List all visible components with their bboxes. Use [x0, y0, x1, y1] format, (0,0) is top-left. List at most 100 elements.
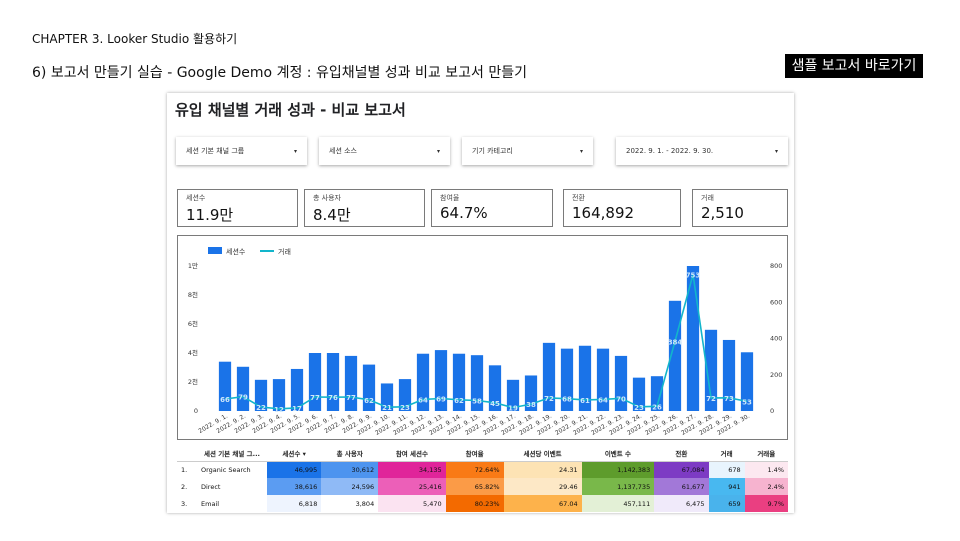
bar-sessions: [236, 366, 250, 411]
bar-sessions: [686, 266, 700, 411]
table-cell: 29.46: [503, 478, 582, 495]
table-cell: 38,616: [267, 478, 322, 495]
table-cell: 9.7%: [744, 495, 788, 512]
bar-sessions: [470, 355, 484, 411]
filter-label: 세션 기본 채널 그룹: [186, 147, 245, 155]
table-cell: 5,470: [378, 495, 446, 512]
y-left-tick-label: 4천: [188, 348, 198, 357]
table-row[interactable]: 3. Email 6,818 3,804 5,470 80.23% 67.04 457,111…: [177, 495, 788, 512]
legend-label-sessions: 세션수: [226, 247, 246, 256]
table-cell: 6,475: [654, 495, 709, 512]
sessions-transactions-chart: 세션수 거래 0 2천 4천 6천 8천 1만 0 200 400 600 800 66 79 22 12 17 7…: [188, 247, 782, 437]
column-header[interactable]: 전환: [654, 445, 709, 462]
bar-sessions: [254, 379, 268, 411]
column-header[interactable]: 참여 세션수: [378, 445, 446, 462]
data-label-transactions: 38: [526, 401, 536, 409]
kpi-transactions: 거래 2,510: [692, 189, 788, 227]
bar-sessions: [524, 375, 538, 411]
column-header[interactable]: 세션 기본 채널 그...: [197, 445, 267, 462]
kpi-label: 참여율: [440, 194, 460, 202]
y-left-tick-label: 2천: [188, 377, 198, 386]
table-row[interactable]: 2. Direct 38,616 24,596 25,416 65.82% 29.46 1,1…: [177, 478, 788, 495]
filter-label: 기기 카테고리: [472, 147, 513, 155]
data-label-transactions: 70: [616, 395, 626, 403]
caret-down-icon: ▾: [436, 147, 440, 155]
column-header[interactable]: 거래: [708, 445, 745, 462]
filter-session-source[interactable]: 세션 소스 ▾: [319, 137, 450, 165]
kpi-sessions: 세션수 11.9만: [177, 189, 298, 227]
data-label-transactions: 64: [418, 396, 428, 404]
sample-report-link-button[interactable]: 샘플 보고서 바로가기: [785, 54, 923, 78]
kpi-label: 거래: [701, 194, 714, 202]
combo-chart-panel: 세션수 거래 0 2천 4천 6천 8천 1만 0 200 400 600 800 66 79 22 12 17 7…: [177, 235, 788, 440]
table-cell: 46,995: [267, 461, 322, 478]
table-cell: 941: [708, 478, 745, 495]
column-header[interactable]: 세션당 이벤트: [503, 445, 582, 462]
line-transactions: [224, 274, 748, 410]
filter-channel-group[interactable]: 세션 기본 채널 그룹 ▾: [176, 137, 307, 165]
channel-name: Email: [201, 499, 220, 508]
bar-sessions: [560, 348, 574, 411]
table-cell: 61,677: [654, 478, 709, 495]
bar-sessions: [416, 353, 430, 411]
kpi-value: 8.4만: [313, 206, 351, 224]
data-label-transactions: 17: [292, 405, 302, 413]
date-range-picker[interactable]: 2022. 9. 1. - 2022. 9. 30. ▾: [616, 137, 788, 165]
bar-sessions: [398, 379, 412, 411]
table-cell: 65.82%: [445, 478, 504, 495]
y-left-tick-label: 6천: [188, 319, 198, 328]
data-label-transactions: 66: [220, 396, 230, 404]
data-label-transactions: 62: [364, 397, 374, 405]
bar-sessions: [488, 365, 502, 411]
table-cell: 25,416: [378, 478, 446, 495]
kpi-engagement-rate: 참여율 64.7%: [431, 189, 553, 227]
column-header[interactable]: 총 사용자: [321, 445, 379, 462]
row-index: 2.: [181, 482, 188, 491]
column-header[interactable]: [177, 445, 197, 462]
data-label-transactions: 69: [436, 395, 446, 403]
caret-down-icon: ▾: [293, 147, 297, 155]
data-label-transactions: 19: [508, 405, 518, 413]
y-right-tick-label: 0: [770, 407, 774, 415]
data-label-transactions: 62: [454, 397, 464, 405]
data-label-transactions: 12: [274, 406, 284, 414]
bar-sessions: [542, 342, 556, 411]
legend-label-transactions: 거래: [278, 247, 291, 256]
bar-sessions: [452, 353, 466, 411]
filter-device-category[interactable]: 기기 카테고리 ▾: [462, 137, 593, 165]
kpi-label: 총 사용자: [313, 194, 341, 202]
kpi-label: 전환: [572, 194, 585, 202]
bar-sessions: [344, 355, 358, 411]
data-label-transactions: 76: [328, 394, 338, 402]
kpi-total-users: 총 사용자 8.4만: [304, 189, 425, 227]
table-cell: 1.4%: [744, 461, 788, 478]
sort-column-header[interactable]: 세션수 ▾: [267, 445, 322, 462]
bar-sessions: [380, 383, 394, 411]
table-cell: 1,142,383: [581, 461, 655, 478]
table-cell: 34,135: [378, 461, 446, 478]
data-label-transactions: 23: [400, 404, 410, 412]
table-cell: 67,084: [654, 461, 709, 478]
table-cell: 457,111: [581, 495, 655, 512]
table-cell: 678: [708, 461, 745, 478]
kpi-value: 11.9만: [186, 206, 234, 224]
data-label-transactions: 384: [668, 338, 683, 346]
data-label-transactions: 68: [562, 396, 572, 404]
caret-down-icon: ▾: [774, 147, 778, 155]
table-cell: 30,612: [321, 461, 379, 478]
y-right-tick-label: 400: [770, 335, 782, 343]
filter-label: 세션 소스: [329, 147, 357, 155]
table-row[interactable]: 1. Organic Search 46,995 30,612 34,135 72.64%…: [177, 461, 788, 478]
column-header[interactable]: 거래율: [744, 445, 788, 462]
data-label-transactions: 45: [490, 400, 500, 408]
date-range-label: 2022. 9. 1. - 2022. 9. 30.: [626, 147, 714, 155]
data-label-transactions: 77: [310, 394, 320, 402]
bar-sessions: [722, 339, 736, 411]
column-header[interactable]: 이벤트 수: [581, 445, 655, 462]
column-header[interactable]: 참여율: [445, 445, 504, 462]
y-left-tick-label: 8천: [188, 290, 198, 299]
kpi-value: 164,892: [572, 204, 635, 222]
bar-sessions: [506, 379, 520, 411]
table-cell: 6,818: [267, 495, 322, 512]
bar-sessions: [290, 368, 304, 411]
